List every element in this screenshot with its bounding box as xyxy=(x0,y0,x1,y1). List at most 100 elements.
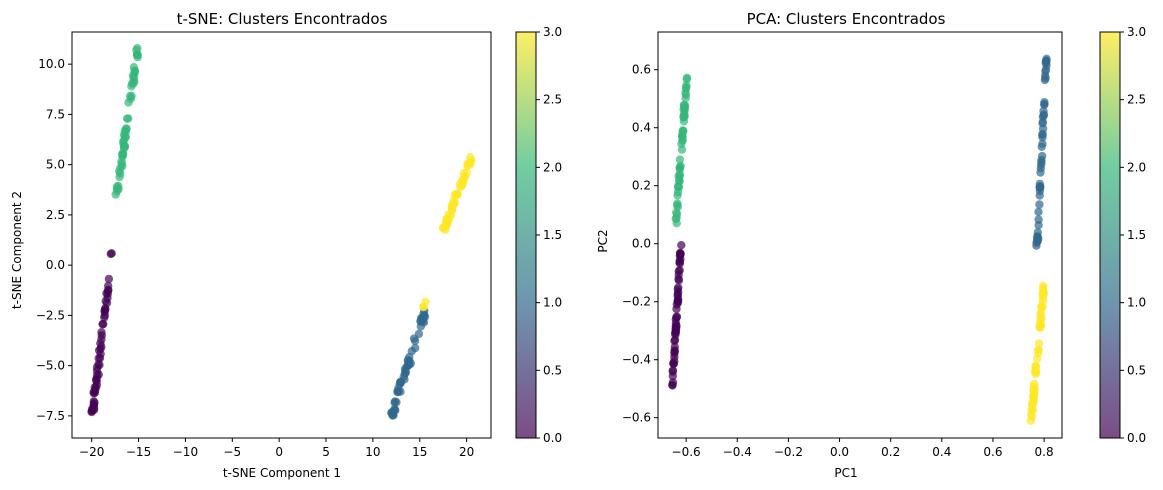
pca-colorbar-tick-label: 3.0 xyxy=(1127,25,1146,39)
tsne-xtick-label: 5 xyxy=(322,445,330,459)
pca-ylabel: PC2 xyxy=(596,229,610,252)
pca-point xyxy=(1033,237,1042,246)
tsne-point xyxy=(92,371,102,380)
pca-point xyxy=(672,300,681,309)
pca-point xyxy=(1038,130,1047,140)
pca-point xyxy=(673,285,682,294)
pca-point xyxy=(670,356,679,366)
tsne-point xyxy=(458,176,467,185)
pca-xtick-label: −0.4 xyxy=(723,445,752,459)
tsne-point xyxy=(107,249,116,258)
tsne-xtick-label: 20 xyxy=(459,445,474,459)
tsne-point xyxy=(117,157,126,166)
tsne-point xyxy=(112,184,122,193)
tsne-point xyxy=(91,386,100,395)
tsne-colorbar-tick-label: 0.0 xyxy=(543,431,562,445)
pca-point xyxy=(680,105,689,115)
tsne-colorbar-tick-label: 1.0 xyxy=(543,296,562,310)
tsne-point xyxy=(104,274,114,284)
pca-ytick-label: −0.6 xyxy=(622,411,651,425)
pca-point xyxy=(1027,404,1036,413)
pca-point xyxy=(1033,354,1042,363)
pca-colorbar-tick-label: 1.5 xyxy=(1127,228,1146,242)
pca-point xyxy=(674,172,683,181)
pca-point xyxy=(677,145,687,154)
tsne-point xyxy=(414,329,424,339)
pca-point xyxy=(1037,142,1046,151)
pca-point xyxy=(1037,314,1046,323)
tsne-ylabel: t-SNE Component 2 xyxy=(10,191,24,309)
tsne-point xyxy=(448,199,458,209)
tsne-xtick-label: 15 xyxy=(412,445,427,459)
tsne-point xyxy=(463,160,472,170)
tsne-point xyxy=(419,318,429,327)
tsne-colorbar-tick-label: 0.5 xyxy=(543,363,562,377)
tsne-point xyxy=(403,355,413,364)
tsne-point xyxy=(390,397,400,406)
tsne-point xyxy=(132,46,141,55)
pca-ytick-label: 0.0 xyxy=(632,237,651,251)
pca-point xyxy=(672,313,681,322)
tsne-plot-area: −20 −15 −10 −5 0 5 10 15 20 −7.5 −5.0 −2.5 0.0 2.5 5.0… xyxy=(36,31,492,459)
pca-title: PCA: Clusters Encontrados xyxy=(747,10,946,28)
pca-point xyxy=(674,274,683,284)
tsne-point xyxy=(388,411,397,420)
pca-point xyxy=(1037,155,1046,165)
tsne-point xyxy=(116,169,125,178)
pca-point xyxy=(1035,179,1045,189)
tsne-point xyxy=(118,149,127,158)
pca-point xyxy=(1029,384,1039,394)
tsne-ytick-label: 10.0 xyxy=(38,57,65,71)
tsne-xtick-label: −15 xyxy=(126,445,151,459)
pca-ytick-label: 0.4 xyxy=(632,121,651,135)
tsne-ytick-label: 5.0 xyxy=(46,158,65,172)
tsne-colorbar-tick-label: 2.5 xyxy=(543,93,562,107)
tsne-point xyxy=(419,302,428,312)
pca-point xyxy=(679,112,688,122)
pca-xtick-label: 0.0 xyxy=(830,445,849,459)
pca-point xyxy=(1035,200,1044,209)
tsne-point xyxy=(126,91,135,101)
pca-xtick-label: 0.6 xyxy=(983,445,1002,459)
pca-point xyxy=(672,200,682,210)
pca-point xyxy=(681,84,691,93)
pca-colorbar-tick-label: 2.0 xyxy=(1127,160,1146,174)
pca-xtick-label: −0.2 xyxy=(774,445,803,459)
pca-point xyxy=(1031,363,1041,372)
pca-ytick-label: −0.2 xyxy=(622,295,651,309)
tsne-point xyxy=(101,305,110,314)
pca-point xyxy=(682,73,692,83)
pca-point xyxy=(1034,207,1043,217)
pca-point xyxy=(671,326,681,336)
tsne-point xyxy=(98,320,107,329)
tsne-xtick-label: −5 xyxy=(223,445,241,459)
pca-point xyxy=(677,241,686,250)
pca-xtick-label: 0.4 xyxy=(932,445,951,459)
tsne-point xyxy=(102,298,112,308)
pca-point xyxy=(1038,124,1048,133)
tsne-colorbar-tick-label: 1.5 xyxy=(543,228,562,242)
pca-point xyxy=(1035,323,1045,332)
pca-xtick-label: 0.8 xyxy=(1035,445,1054,459)
tsne-point xyxy=(119,142,129,152)
pca-point xyxy=(1039,110,1049,119)
tsne-point xyxy=(94,360,103,369)
tsne-colorbar-tick-label: 3.0 xyxy=(543,25,562,39)
pca-xtick-label: −0.6 xyxy=(672,445,701,459)
tsne-point xyxy=(402,362,411,372)
pca-point xyxy=(676,250,685,259)
tsne-ytick-label: −2.5 xyxy=(36,308,65,322)
tsne-colorbar-tick-label: 2.0 xyxy=(543,160,562,174)
tsne-point xyxy=(96,344,105,353)
pca-colorbar-tick-label: 2.5 xyxy=(1127,93,1146,107)
tsne-point xyxy=(452,190,461,199)
pca-point xyxy=(681,94,690,103)
tsne-point xyxy=(124,98,133,107)
pca-point xyxy=(675,155,685,164)
pca-point xyxy=(670,342,679,351)
pca-point xyxy=(678,127,687,136)
pca-colorbar-tick-label: 0.5 xyxy=(1127,363,1146,377)
pca-point xyxy=(673,183,683,192)
tsne-colorbar: 0.0 0.5 1.0 1.5 2.0 2.5 3.0 xyxy=(515,25,562,445)
